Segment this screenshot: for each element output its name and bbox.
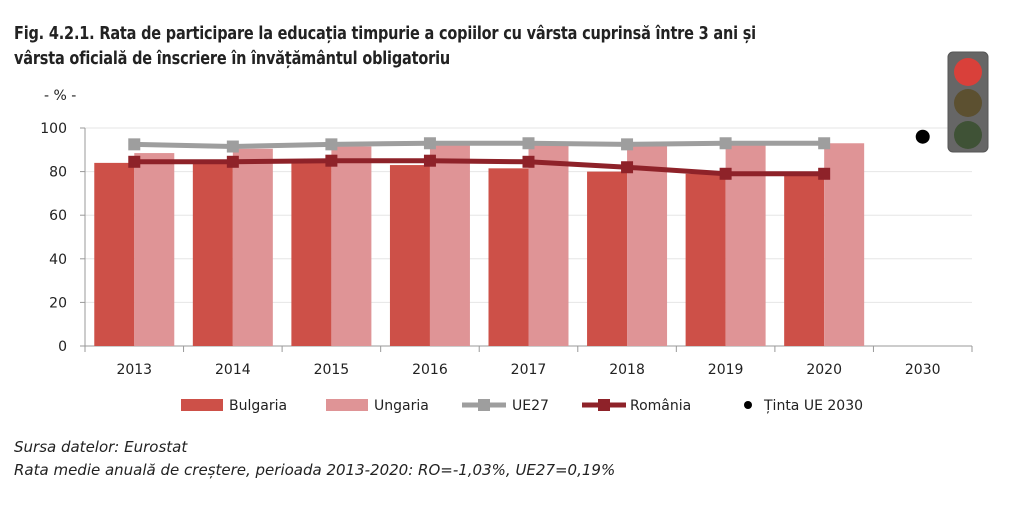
- ue27-marker: [128, 138, 141, 151]
- x-tick-label: 2030: [905, 362, 941, 378]
- bar-ungaria: [232, 148, 273, 346]
- romania-marker: [818, 167, 831, 180]
- romania-marker: [325, 154, 338, 167]
- legend-swatch-bulgaria: [181, 399, 223, 411]
- romania-marker: [522, 155, 535, 168]
- bar-ungaria: [331, 146, 372, 346]
- x-tick-label: 2017: [511, 362, 547, 378]
- bar-ungaria: [134, 153, 175, 346]
- legend-marker-ue27: [478, 399, 490, 411]
- y-tick-label: 60: [49, 208, 67, 224]
- legend-label-bulgaria: Bulgaria: [229, 398, 287, 414]
- x-tick-label: 2018: [609, 362, 645, 378]
- romania-marker: [128, 155, 141, 168]
- y-tick-label: 20: [49, 295, 67, 311]
- y-tick-label: 100: [40, 121, 67, 137]
- x-tick-label: 2013: [116, 362, 152, 378]
- bar-bulgaria: [685, 173, 726, 346]
- target-point: [915, 129, 930, 144]
- bar-ungaria: [528, 145, 569, 346]
- legend-marker-romania: [598, 399, 610, 411]
- ue27-marker: [226, 140, 239, 153]
- ue27-line: [134, 140, 825, 150]
- bar-bulgaria: [94, 162, 135, 346]
- romania-line: [134, 158, 825, 177]
- bar-bulgaria: [291, 161, 332, 346]
- ue27-marker: [325, 138, 338, 151]
- legend-label-target: Ținta UE 2030: [763, 398, 863, 414]
- x-tick-label: 2019: [708, 362, 744, 378]
- legend-label-ue27: UE27: [512, 398, 549, 414]
- bar-bulgaria: [488, 168, 529, 346]
- y-tick-label: 40: [49, 252, 67, 268]
- legend-marker-target: [744, 401, 752, 409]
- ue27-marker: [621, 138, 634, 151]
- traffic-light-red: [954, 58, 982, 86]
- romania-marker: [621, 161, 634, 174]
- romania-marker: [719, 167, 732, 180]
- bar-bulgaria: [389, 165, 430, 346]
- bar-bulgaria: [784, 172, 825, 346]
- y-tick-label: 0: [58, 339, 67, 355]
- ue27-marker: [522, 137, 535, 150]
- x-tick-label: 2016: [412, 362, 448, 378]
- legend-label-ungaria: Ungaria: [374, 398, 429, 414]
- bar-ungaria: [725, 145, 766, 346]
- x-tick-label: 2014: [215, 362, 251, 378]
- legend-label-romania: România: [630, 398, 691, 414]
- ue27-marker: [818, 137, 831, 150]
- chart-title: Fig. 4.2.1. Rata de participare la educa…: [14, 22, 943, 72]
- legend-swatch-ungaria: [326, 399, 368, 411]
- ue27-marker: [423, 137, 436, 150]
- title-line-1: Fig. 4.2.1. Rata de participare la educa…: [14, 24, 756, 44]
- romania-marker: [423, 154, 436, 167]
- y-axis-unit: - % -: [44, 88, 77, 104]
- romania-marker: [226, 155, 239, 168]
- x-tick-label: 2020: [806, 362, 842, 378]
- y-tick-label: 80: [49, 165, 67, 181]
- source-text: Sursa datelor: Eurostat: [14, 438, 188, 456]
- traffic-light-yellow: [954, 89, 982, 117]
- traffic-light-green: [954, 121, 982, 149]
- bar-bulgaria: [192, 163, 233, 346]
- ue27-marker: [719, 137, 732, 150]
- x-tick-label: 2015: [314, 362, 350, 378]
- note-text: Rata medie anuală de creștere, perioada …: [14, 461, 616, 479]
- bar-ungaria: [627, 145, 668, 346]
- bar-ungaria: [824, 143, 865, 346]
- bar-bulgaria: [587, 171, 628, 346]
- title-line-2: vârsta oficială de înscriere în învățămâ…: [14, 49, 450, 69]
- bar-ungaria: [429, 145, 470, 346]
